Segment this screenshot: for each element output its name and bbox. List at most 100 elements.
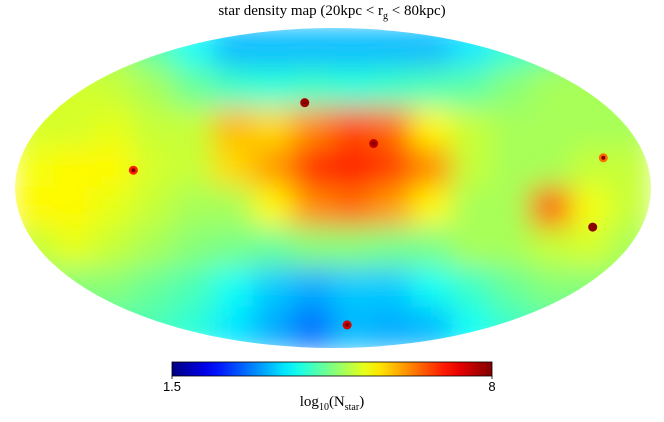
density-cell (530, 28, 573, 69)
density-cell (93, 147, 136, 189)
colorbar-label: log10(Nstar) (300, 394, 364, 413)
density-cell (570, 227, 613, 269)
density-cell (15, 267, 56, 309)
density-cell (252, 267, 295, 309)
chart-title: star density map (20kpc < rg < 80kpc) (218, 3, 445, 22)
density-cell (212, 307, 255, 348)
density-cell (530, 267, 573, 309)
density-cell (411, 67, 454, 109)
sources (128, 98, 608, 330)
density-cell (93, 67, 136, 109)
source-core (371, 141, 376, 146)
density-cell (133, 147, 175, 189)
density-cell (252, 147, 295, 189)
colorbar-tick-label: 8 (488, 379, 495, 394)
density-cell (53, 267, 96, 309)
density-cell (610, 227, 651, 269)
density-cell (292, 187, 334, 229)
density-cell (371, 187, 414, 229)
source-core (590, 225, 595, 230)
density-cell (133, 307, 175, 348)
density-cell (93, 227, 136, 269)
density-cell (93, 107, 136, 149)
density-cell (212, 187, 255, 229)
sky-map (15, 28, 651, 348)
density-cell (292, 67, 334, 109)
density-cell (53, 227, 96, 269)
density-cell (173, 67, 215, 109)
density-cell (610, 67, 651, 109)
label-subscript: star (345, 402, 360, 413)
density-cell (610, 107, 651, 149)
colorbar-ticks: 1.5 8 (163, 376, 496, 394)
density-cell (610, 187, 651, 229)
density-cell (570, 28, 613, 69)
label-part: log (300, 394, 320, 410)
density-cell (570, 187, 613, 229)
density-cell (93, 28, 136, 69)
density-cell (332, 67, 374, 109)
density-cell (371, 267, 414, 309)
density-cell (53, 147, 96, 189)
density-cell (411, 147, 454, 189)
density-cell (252, 307, 295, 348)
density-cell (491, 107, 533, 149)
density-cell (133, 28, 175, 69)
density-cell (133, 107, 175, 149)
density-cell (53, 107, 96, 149)
label-subscript: 10 (319, 402, 329, 413)
density-cell (610, 28, 651, 69)
density-cell (610, 147, 651, 189)
density-cell (530, 227, 573, 269)
density-cell (292, 267, 334, 309)
density-cell (212, 107, 255, 149)
density-cell (173, 307, 215, 348)
density-cell (15, 147, 56, 189)
density-cell (411, 187, 454, 229)
density-cell (212, 28, 255, 69)
density-cell (451, 227, 493, 269)
density-cell (411, 227, 454, 269)
density-cell (173, 227, 215, 269)
density-cell (451, 67, 493, 109)
source-core (601, 155, 606, 160)
density-cell (292, 147, 334, 189)
title-part: < 80kpc) (388, 3, 446, 19)
source-core (302, 100, 307, 105)
density-cell (451, 307, 493, 348)
density-cell (173, 267, 215, 309)
density-cell (610, 267, 651, 309)
density-cell (173, 107, 215, 149)
density-cell (491, 267, 533, 309)
density-cell (53, 307, 96, 348)
density-cell (451, 187, 493, 229)
density-cell (332, 28, 374, 69)
density-cell (371, 28, 414, 69)
density-cell (451, 147, 493, 189)
density-cell (133, 67, 175, 109)
density-cell (332, 307, 374, 348)
density-cell (15, 67, 56, 109)
density-cell (530, 107, 573, 149)
density-cell (530, 187, 573, 229)
label-part: ) (359, 394, 364, 410)
density-cell (451, 28, 493, 69)
density-cell (451, 267, 493, 309)
density-cell (53, 28, 96, 69)
title-subscript: g (383, 11, 388, 22)
density-cell (53, 187, 96, 229)
density-cell (491, 227, 533, 269)
density-cell (212, 267, 255, 309)
density-cell (371, 147, 414, 189)
density-cell (610, 307, 651, 348)
density-cell (411, 107, 454, 149)
density-cell (212, 227, 255, 269)
density-cell (530, 307, 573, 348)
density-cell (570, 147, 613, 189)
density-cell (491, 307, 533, 348)
density-cell (133, 187, 175, 229)
density-cell (173, 187, 215, 229)
density-cell (15, 187, 56, 229)
density-cell (15, 307, 56, 348)
density-cell (15, 28, 56, 69)
